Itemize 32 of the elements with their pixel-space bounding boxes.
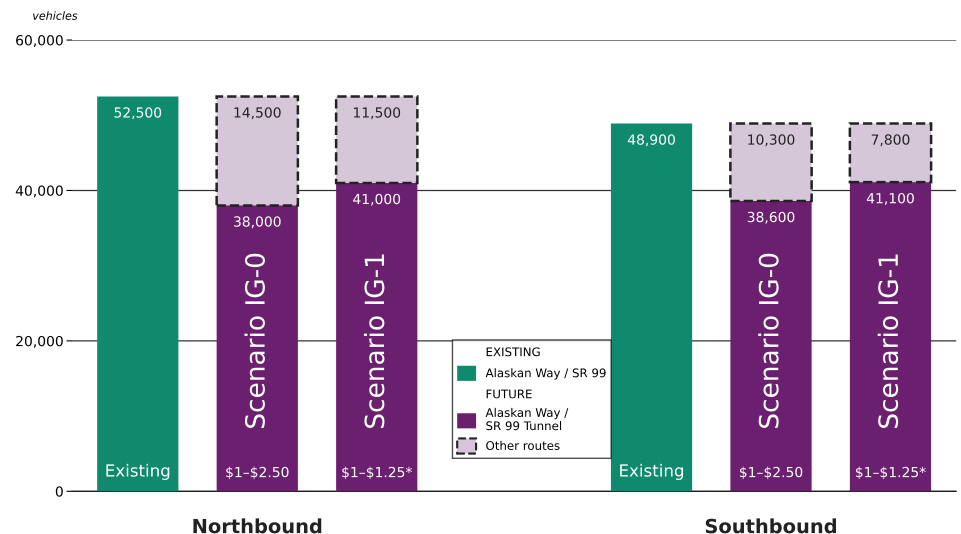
annotation: EXISTING [486,347,540,356]
x-tick-label: Existing [106,464,170,480]
data-label: 48,900 [628,134,675,146]
x-tick-label: $1–$2.50 [226,466,289,480]
annotation: FUTURE [486,390,532,398]
legend-label: Alaskan Way / SR 99 Tunnel [486,408,568,430]
data-label: 10,300 [748,134,794,146]
x-tick-label: $1–$2.50 [740,466,802,480]
data-label: 38,600 [748,212,794,224]
data-label: 41,100 [866,192,914,205]
annotation: Scenario IG-0 [758,254,779,428]
y-tick-label: 60,000 [16,35,63,47]
y-axis-title: vehicles [33,11,78,20]
annotation: Scenario IG-0 [244,254,265,428]
x-tick-label: $1–$1.25* [342,466,412,480]
text: Northbound [193,518,322,534]
y-tick-label: 40,000 [16,185,63,198]
data-label: 11,500 [354,107,400,120]
data-label: 7,800 [872,134,910,146]
annotation: Scenario IG-1 [364,254,384,428]
legend-label: Other routes [486,440,560,450]
text: Southbound [706,518,836,534]
legend-label: Alaskan Way / SR 99 [486,368,606,380]
data-label: 14,500 [234,107,281,120]
annotation: Scenario IG-1 [878,254,898,428]
x-tick-label: Existing [620,464,684,480]
data-label: 41,000 [353,194,400,206]
data-label: 52,500 [114,107,162,120]
y-tick-label: 20,000 [16,336,63,348]
y-tick-label: 0 [56,486,63,497]
data-label: 38,000 [234,216,281,228]
x-tick-label: $1–$1.25* [856,466,926,480]
